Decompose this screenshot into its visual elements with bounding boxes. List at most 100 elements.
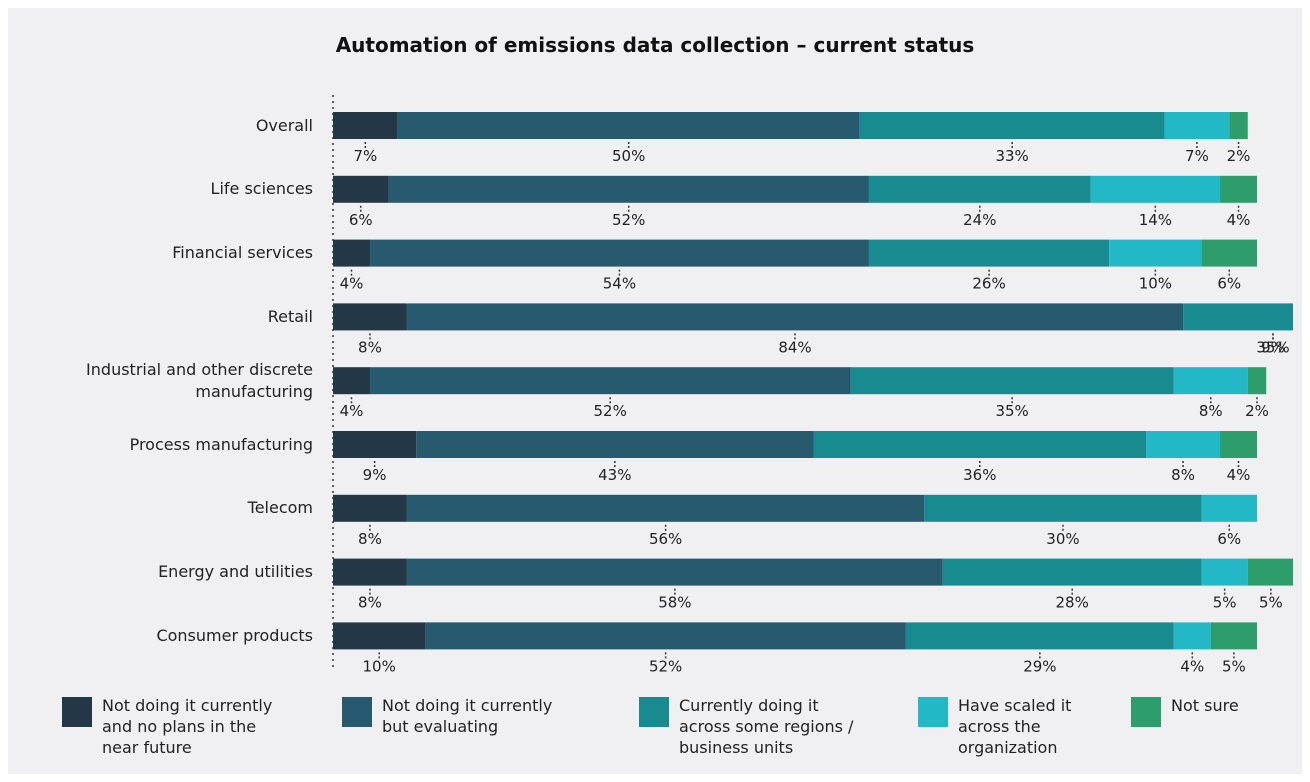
bar-segment bbox=[333, 622, 426, 650]
bar-segment bbox=[924, 494, 1202, 522]
value-label: 5% bbox=[1259, 594, 1283, 612]
bar-segment bbox=[1109, 239, 1202, 267]
category-label: Telecom bbox=[247, 498, 313, 518]
value-label: 4% bbox=[1180, 657, 1204, 675]
value-label: 6% bbox=[1217, 530, 1241, 548]
legend-label: Not doing it currently and no plans in t… bbox=[102, 696, 273, 757]
bar-segment bbox=[1090, 175, 1221, 203]
bar-segment bbox=[388, 175, 869, 203]
legend-label: Have scaled it across the organization bbox=[958, 696, 1072, 757]
legend-swatch bbox=[62, 697, 92, 727]
category-label: Retail bbox=[267, 306, 313, 326]
value-label: 4% bbox=[340, 402, 364, 420]
value-label: 4% bbox=[1227, 466, 1251, 484]
value-label: 84% bbox=[778, 338, 811, 356]
bar-segment bbox=[333, 112, 398, 139]
category-label: Process manufacturing bbox=[129, 434, 313, 454]
bar-segment bbox=[942, 558, 1202, 586]
value-label: 43% bbox=[598, 466, 631, 484]
value-label: 14% bbox=[1139, 211, 1172, 229]
value-label: 10% bbox=[1139, 275, 1172, 293]
category-label: Financial services bbox=[172, 243, 313, 263]
value-label: 33% bbox=[995, 147, 1028, 165]
legend-swatch bbox=[342, 697, 372, 727]
value-label: 28% bbox=[1056, 594, 1089, 612]
value-label: 30% bbox=[1046, 530, 1079, 548]
bar-segment bbox=[333, 558, 407, 586]
bar-segment bbox=[1210, 622, 1257, 650]
value-label: 4% bbox=[340, 275, 364, 293]
value-label: 6% bbox=[349, 211, 373, 229]
value-label: 52% bbox=[612, 211, 645, 229]
bar-segment bbox=[406, 558, 943, 586]
bar-segment bbox=[369, 239, 869, 267]
bar-segment bbox=[1201, 494, 1257, 522]
bars bbox=[333, 112, 1293, 650]
bar-segment bbox=[406, 494, 925, 522]
value-label: 5% bbox=[1222, 657, 1246, 675]
value-label: 35% bbox=[1256, 338, 1289, 356]
value-label: 35% bbox=[995, 402, 1028, 420]
bar-segment bbox=[1201, 558, 1248, 586]
bar-segment bbox=[425, 622, 906, 650]
bar-segment bbox=[333, 175, 389, 203]
bar-segment bbox=[1173, 367, 1248, 395]
bar-segment bbox=[1146, 431, 1221, 458]
value-label: 58% bbox=[658, 594, 691, 612]
bar-segment bbox=[1229, 112, 1248, 139]
legend-label: Not doing it currently but evaluating bbox=[382, 696, 553, 736]
value-label: 26% bbox=[972, 275, 1005, 293]
value-label: 52% bbox=[649, 657, 682, 675]
category-label: Energy and utilities bbox=[158, 562, 313, 582]
bar-segment bbox=[369, 367, 851, 395]
category-label: Overall bbox=[255, 115, 313, 135]
value-label: 36% bbox=[963, 466, 996, 484]
value-label: 8% bbox=[1171, 466, 1195, 484]
bar-segment bbox=[813, 431, 1147, 458]
value-label: 9% bbox=[1261, 338, 1285, 356]
category-label: Life sciences bbox=[210, 179, 313, 199]
bar-segment bbox=[1164, 112, 1230, 139]
bar-segment bbox=[868, 175, 1091, 203]
value-label: 10% bbox=[363, 657, 396, 675]
value-label: 7% bbox=[1185, 147, 1209, 165]
bar-segment bbox=[1247, 367, 1267, 395]
value-label: 24% bbox=[963, 211, 996, 229]
bar-segment bbox=[868, 239, 1110, 267]
bar-segment bbox=[1173, 622, 1211, 650]
value-label: 2% bbox=[1227, 147, 1251, 165]
bar-segment bbox=[333, 239, 370, 267]
chart: Automation of emissions data collection … bbox=[8, 8, 1302, 774]
value-label: 8% bbox=[358, 338, 382, 356]
chart-svg: Automation of emissions data collection … bbox=[332, 33, 1293, 675]
bar-segment bbox=[333, 431, 417, 458]
bar-segment bbox=[1201, 239, 1257, 267]
category-label: Consumer products bbox=[156, 625, 313, 645]
value-label: 5% bbox=[1213, 594, 1237, 612]
value-label: 8% bbox=[358, 594, 382, 612]
chart-title: Automation of emissions data collection … bbox=[336, 33, 975, 57]
value-label: 29% bbox=[1023, 657, 1056, 675]
bar-segment bbox=[416, 431, 814, 458]
category-label: Industrial and other discrete manufactur… bbox=[86, 359, 313, 401]
bar-segment bbox=[333, 494, 407, 522]
bar-segment bbox=[1220, 175, 1257, 203]
bar-segment bbox=[859, 112, 1165, 139]
value-label: 6% bbox=[1217, 275, 1241, 293]
legend-label: Currently doing it across some regions /… bbox=[679, 696, 854, 757]
value-label: 50% bbox=[612, 147, 645, 165]
legend-label: Not sure bbox=[1171, 696, 1239, 715]
legend-swatch bbox=[918, 697, 948, 727]
bar-segment bbox=[333, 303, 407, 331]
bar-segment bbox=[905, 622, 1174, 650]
bar-segment bbox=[397, 112, 860, 139]
value-label: 4% bbox=[1227, 211, 1251, 229]
value-label: 9% bbox=[363, 466, 387, 484]
bar-segment bbox=[333, 367, 370, 395]
legend-swatch bbox=[639, 697, 669, 727]
value-label: 7% bbox=[353, 147, 377, 165]
value-label: 54% bbox=[603, 275, 636, 293]
bar-segment bbox=[406, 303, 1184, 331]
bar-segment bbox=[1220, 431, 1257, 458]
value-label: 52% bbox=[594, 402, 627, 420]
